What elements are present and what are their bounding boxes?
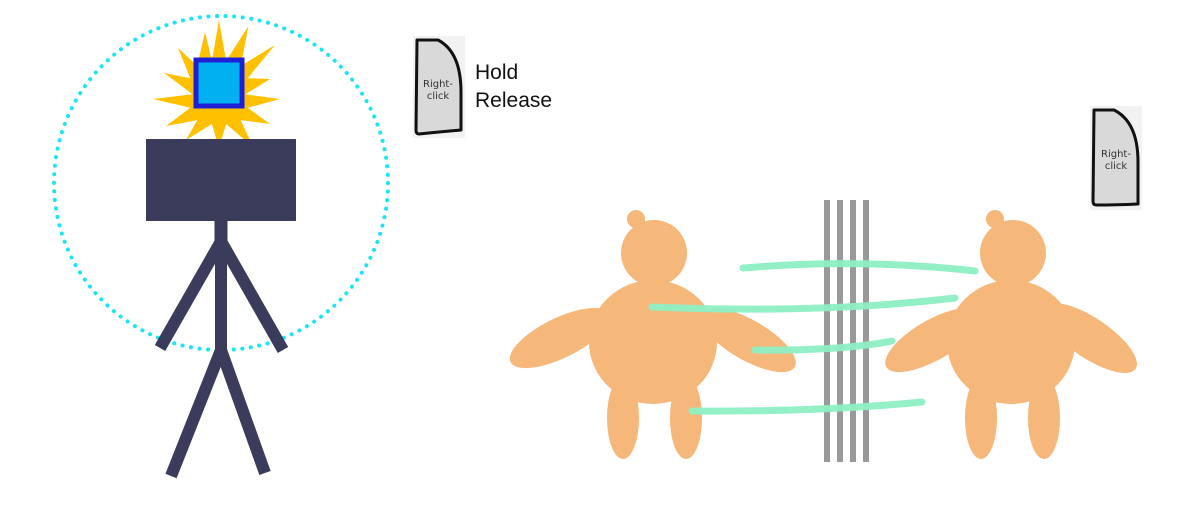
mouse-label-line2-2: click <box>1105 161 1128 172</box>
instruction-hold: Hold <box>475 61 518 84</box>
mouse-right-button-icon-2: Right- click <box>1090 106 1142 210</box>
crystal-icon <box>193 57 245 109</box>
aura-ring <box>52 14 390 352</box>
stick-figure-right-arm <box>216 240 289 353</box>
caster-scene <box>52 14 390 479</box>
mouse-label-line1: Right- <box>423 79 453 90</box>
mouse-right-button-icon: Right- click <box>413 36 465 138</box>
energy-streak-4 <box>688 398 926 415</box>
creature-right <box>885 210 1137 459</box>
creature-right-head <box>980 220 1046 286</box>
instruction-release: Release <box>475 89 552 112</box>
creature-left-arm-right <box>700 307 796 373</box>
mouse-label-line1-2: Right- <box>1101 149 1131 160</box>
stick-figure-left-leg <box>165 347 227 479</box>
creature-left-head <box>621 220 687 286</box>
energy-streaks <box>648 260 979 415</box>
stick-figure-right-leg <box>215 347 271 476</box>
creature-scene <box>509 200 1137 462</box>
creature-left-arm-left <box>509 307 611 369</box>
creature-left-body <box>589 280 717 404</box>
energy-streak-3 <box>751 337 896 354</box>
energy-streak-1 <box>739 260 979 275</box>
creature-right-body <box>947 280 1075 404</box>
creature-left <box>509 210 796 459</box>
stick-figure <box>146 139 296 479</box>
stick-figure-left-arm <box>154 240 226 351</box>
pole-barrier <box>824 200 869 462</box>
energy-streak-2 <box>648 294 959 313</box>
stick-figure-head <box>146 139 296 221</box>
mouse-label-line2: click <box>427 91 450 102</box>
